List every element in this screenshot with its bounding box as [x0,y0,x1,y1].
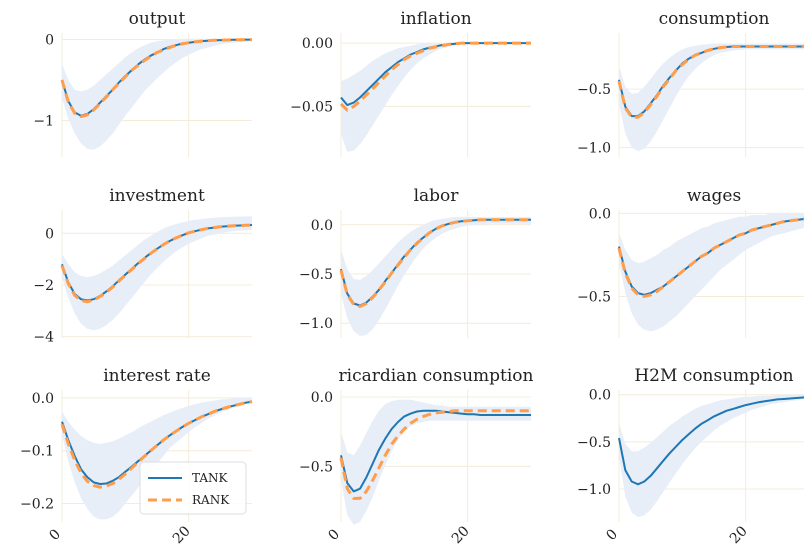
y-tick-label: −0.5 [577,82,611,98]
subplot-0: output 0 −1 [33,9,252,157]
subplot-title: ricardian consumption [339,366,534,386]
series-line-tank [340,409,531,493]
subplot-5: wages 0.0 −0.5 [577,186,804,338]
y-tick-label: −1.0 [577,482,611,498]
subplot-title: inflation [400,9,471,29]
x-tick-label: 20 [727,523,751,547]
subplot-title: consumption [659,9,770,29]
y-tick-label: −1 [33,114,54,130]
y-tick-label: 0.0 [311,390,333,406]
subplot-title: output [129,9,186,29]
x-tick-label: 0 [325,526,343,544]
subplot-2: consumption −0.5 −1.0 [577,9,804,157]
confidence-band [619,43,804,152]
y-tick-label: 0.0 [32,391,54,407]
confidence-band [341,42,531,152]
y-tick-label: −1.0 [577,141,611,157]
x-tick-label: 20 [170,523,194,547]
y-tick-label: −4 [33,330,54,346]
y-tick-label: −0.5 [577,435,611,451]
series-line-rank [60,400,253,489]
x-tick-label: 0 [603,526,621,544]
subplot-title: labor [414,186,460,206]
subplot-title: investment [109,186,205,206]
y-tick-label: 0.00 [302,36,333,52]
y-tick-label: 0.0 [589,388,611,404]
legend-label-tank: TANK [192,471,229,485]
subplot-title: wages [687,186,741,206]
confidence-band [62,216,252,331]
confidence-band [619,213,804,332]
y-tick-label: 0 [45,226,54,242]
subplot-7: ricardian consumption 0.0 −0.5 0 20 [299,366,534,547]
series-line-rank [60,38,252,118]
series-line-rank [60,223,253,304]
y-tick-label: −2 [33,278,54,294]
y-tick-label: −0.5 [577,289,611,305]
series-line-rank [339,218,531,308]
confidence-band [341,399,531,525]
y-tick-label: 0 [45,32,54,48]
series-line-rank [339,41,531,112]
x-tick-label: 20 [449,523,473,547]
y-tick-label: −0.2 [20,497,54,513]
legend-label-rank: RANK [192,493,230,507]
subplot-3: investment 0 −2 −4 [33,186,253,346]
y-tick-label: −0.5 [299,459,333,475]
subplot-title: H2M consumption [634,366,793,386]
x-tick-label: 0 [46,526,64,544]
y-tick-label: −0.1 [20,444,54,460]
series-line-rank [617,44,804,119]
legend: TANK RANK [139,461,247,515]
subplot-6: interest rate 0.0 −0.1 −0.2 0 20 TANK RANK [20,366,253,547]
y-tick-label: −0.5 [299,267,333,283]
subplot-8: H2M consumption 0.0 −0.5 −1.0 0 20 [577,366,804,547]
confidence-band [341,216,531,336]
confidence-band [62,38,252,150]
series-line-rank [617,217,804,298]
y-tick-label: 0.0 [589,206,611,222]
y-tick-label: −0.05 [290,99,333,115]
series-line-rank [339,409,531,500]
y-tick-label: 0.0 [311,218,333,234]
y-tick-label: −1.0 [299,316,333,332]
confidence-band [619,394,804,518]
subplot-4: labor 0.0 −0.5 −1.0 [299,186,531,338]
subplot-title: interest rate [103,366,211,386]
subplot-1: inflation 0.00 −0.05 [290,9,531,157]
confidence-band [62,397,252,520]
series-line-tank [618,396,804,486]
